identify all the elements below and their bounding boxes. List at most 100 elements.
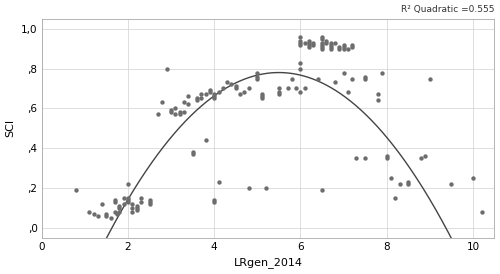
Point	[305, 38, 313, 43]
Point	[137, 196, 145, 200]
Point	[288, 76, 296, 81]
Point	[275, 90, 283, 95]
Point	[132, 204, 140, 208]
Point	[374, 98, 382, 102]
Point	[198, 96, 205, 101]
Point	[132, 206, 140, 210]
Point	[422, 154, 430, 158]
Point	[198, 92, 205, 97]
Point	[223, 80, 231, 85]
Point	[219, 86, 227, 91]
Point	[326, 42, 334, 47]
Point	[296, 90, 304, 95]
Point	[128, 210, 136, 214]
Point	[137, 200, 145, 204]
Point	[214, 180, 222, 184]
Point	[228, 82, 235, 87]
Point	[184, 94, 192, 99]
Point	[167, 110, 175, 115]
Point	[124, 196, 132, 200]
Point	[310, 41, 318, 45]
Point	[310, 42, 318, 47]
Point	[318, 41, 326, 45]
Point	[210, 200, 218, 204]
Point	[348, 42, 356, 47]
Point	[210, 96, 218, 101]
Point	[296, 42, 304, 47]
Point	[102, 212, 110, 216]
Point	[146, 200, 154, 204]
Point	[176, 112, 184, 116]
Point	[172, 106, 179, 111]
Point	[240, 90, 248, 95]
Point	[340, 47, 347, 51]
Point	[120, 196, 128, 200]
Point	[146, 202, 154, 206]
Point	[296, 35, 304, 39]
Point	[344, 90, 352, 95]
Point	[210, 198, 218, 202]
Point	[318, 35, 326, 39]
Point	[331, 80, 339, 85]
Point	[258, 96, 266, 101]
Point	[322, 41, 330, 45]
Point	[262, 186, 270, 190]
Point	[404, 182, 412, 186]
Point	[301, 41, 309, 45]
Point	[232, 84, 240, 89]
Point	[254, 76, 262, 81]
Point	[374, 92, 382, 97]
Point	[128, 202, 136, 206]
Point	[335, 47, 343, 51]
Point	[163, 66, 171, 71]
Point	[478, 210, 486, 214]
Point	[90, 212, 98, 216]
Point	[236, 92, 244, 97]
Point	[210, 92, 218, 97]
Point	[305, 41, 313, 45]
Point	[305, 42, 313, 47]
Point	[426, 76, 434, 81]
Point	[361, 74, 369, 79]
Point	[361, 156, 369, 160]
Point	[172, 112, 179, 116]
Point	[322, 38, 330, 43]
Point	[292, 86, 300, 91]
Point	[180, 110, 188, 115]
Point	[326, 41, 334, 45]
X-axis label: LRgen_2014: LRgen_2014	[234, 258, 302, 269]
Point	[348, 44, 356, 49]
Point	[244, 186, 252, 190]
Y-axis label: SCI: SCI	[6, 119, 16, 137]
Point	[318, 44, 326, 49]
Point	[296, 41, 304, 45]
Point	[296, 66, 304, 71]
Point	[154, 112, 162, 116]
Point	[275, 86, 283, 91]
Point	[382, 156, 390, 160]
Point	[206, 88, 214, 93]
Point	[128, 206, 136, 210]
Point	[202, 138, 209, 142]
Point	[124, 200, 132, 204]
Point	[188, 150, 196, 154]
Point	[314, 76, 322, 81]
Point	[120, 202, 128, 206]
Point	[210, 94, 218, 99]
Point	[113, 212, 121, 216]
Point	[361, 76, 369, 81]
Point	[254, 74, 262, 79]
Point	[301, 86, 309, 91]
Point	[132, 208, 140, 212]
Point	[396, 182, 404, 186]
Point	[469, 176, 477, 180]
Point	[275, 92, 283, 97]
Point	[318, 36, 326, 41]
Point	[232, 86, 240, 91]
Point	[111, 198, 119, 202]
Point	[344, 47, 352, 51]
Point	[111, 210, 119, 214]
Text: R² Quadratic =0.555: R² Quadratic =0.555	[401, 5, 494, 15]
Point	[352, 156, 360, 160]
Point	[387, 176, 395, 180]
